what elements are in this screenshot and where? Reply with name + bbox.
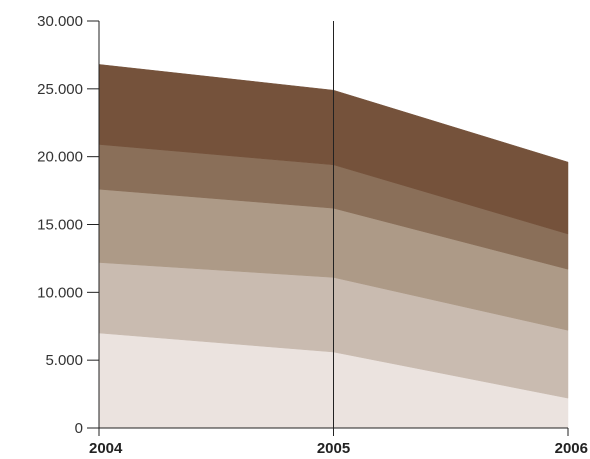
y-tick-label: 30.000: [37, 13, 83, 30]
x-axis-ticks: 2004 2005 2006: [89, 428, 588, 457]
y-tick-label: 0: [75, 420, 83, 437]
x-tick-label: 2004: [89, 440, 123, 457]
y-tick-label: 20.000: [37, 149, 83, 166]
x-tick-label: 2005: [317, 440, 350, 457]
y-tick-label: 10.000: [37, 284, 83, 301]
y-tick-label: 5.000: [45, 352, 83, 369]
x-tick-label: 2006: [555, 440, 588, 457]
y-axis-ticks: 0 5.000 10.000 15.000 20.000 25.000 30.000: [37, 13, 99, 437]
y-tick-label: 15.000: [37, 217, 83, 234]
y-tick-label: 25.000: [37, 81, 83, 98]
